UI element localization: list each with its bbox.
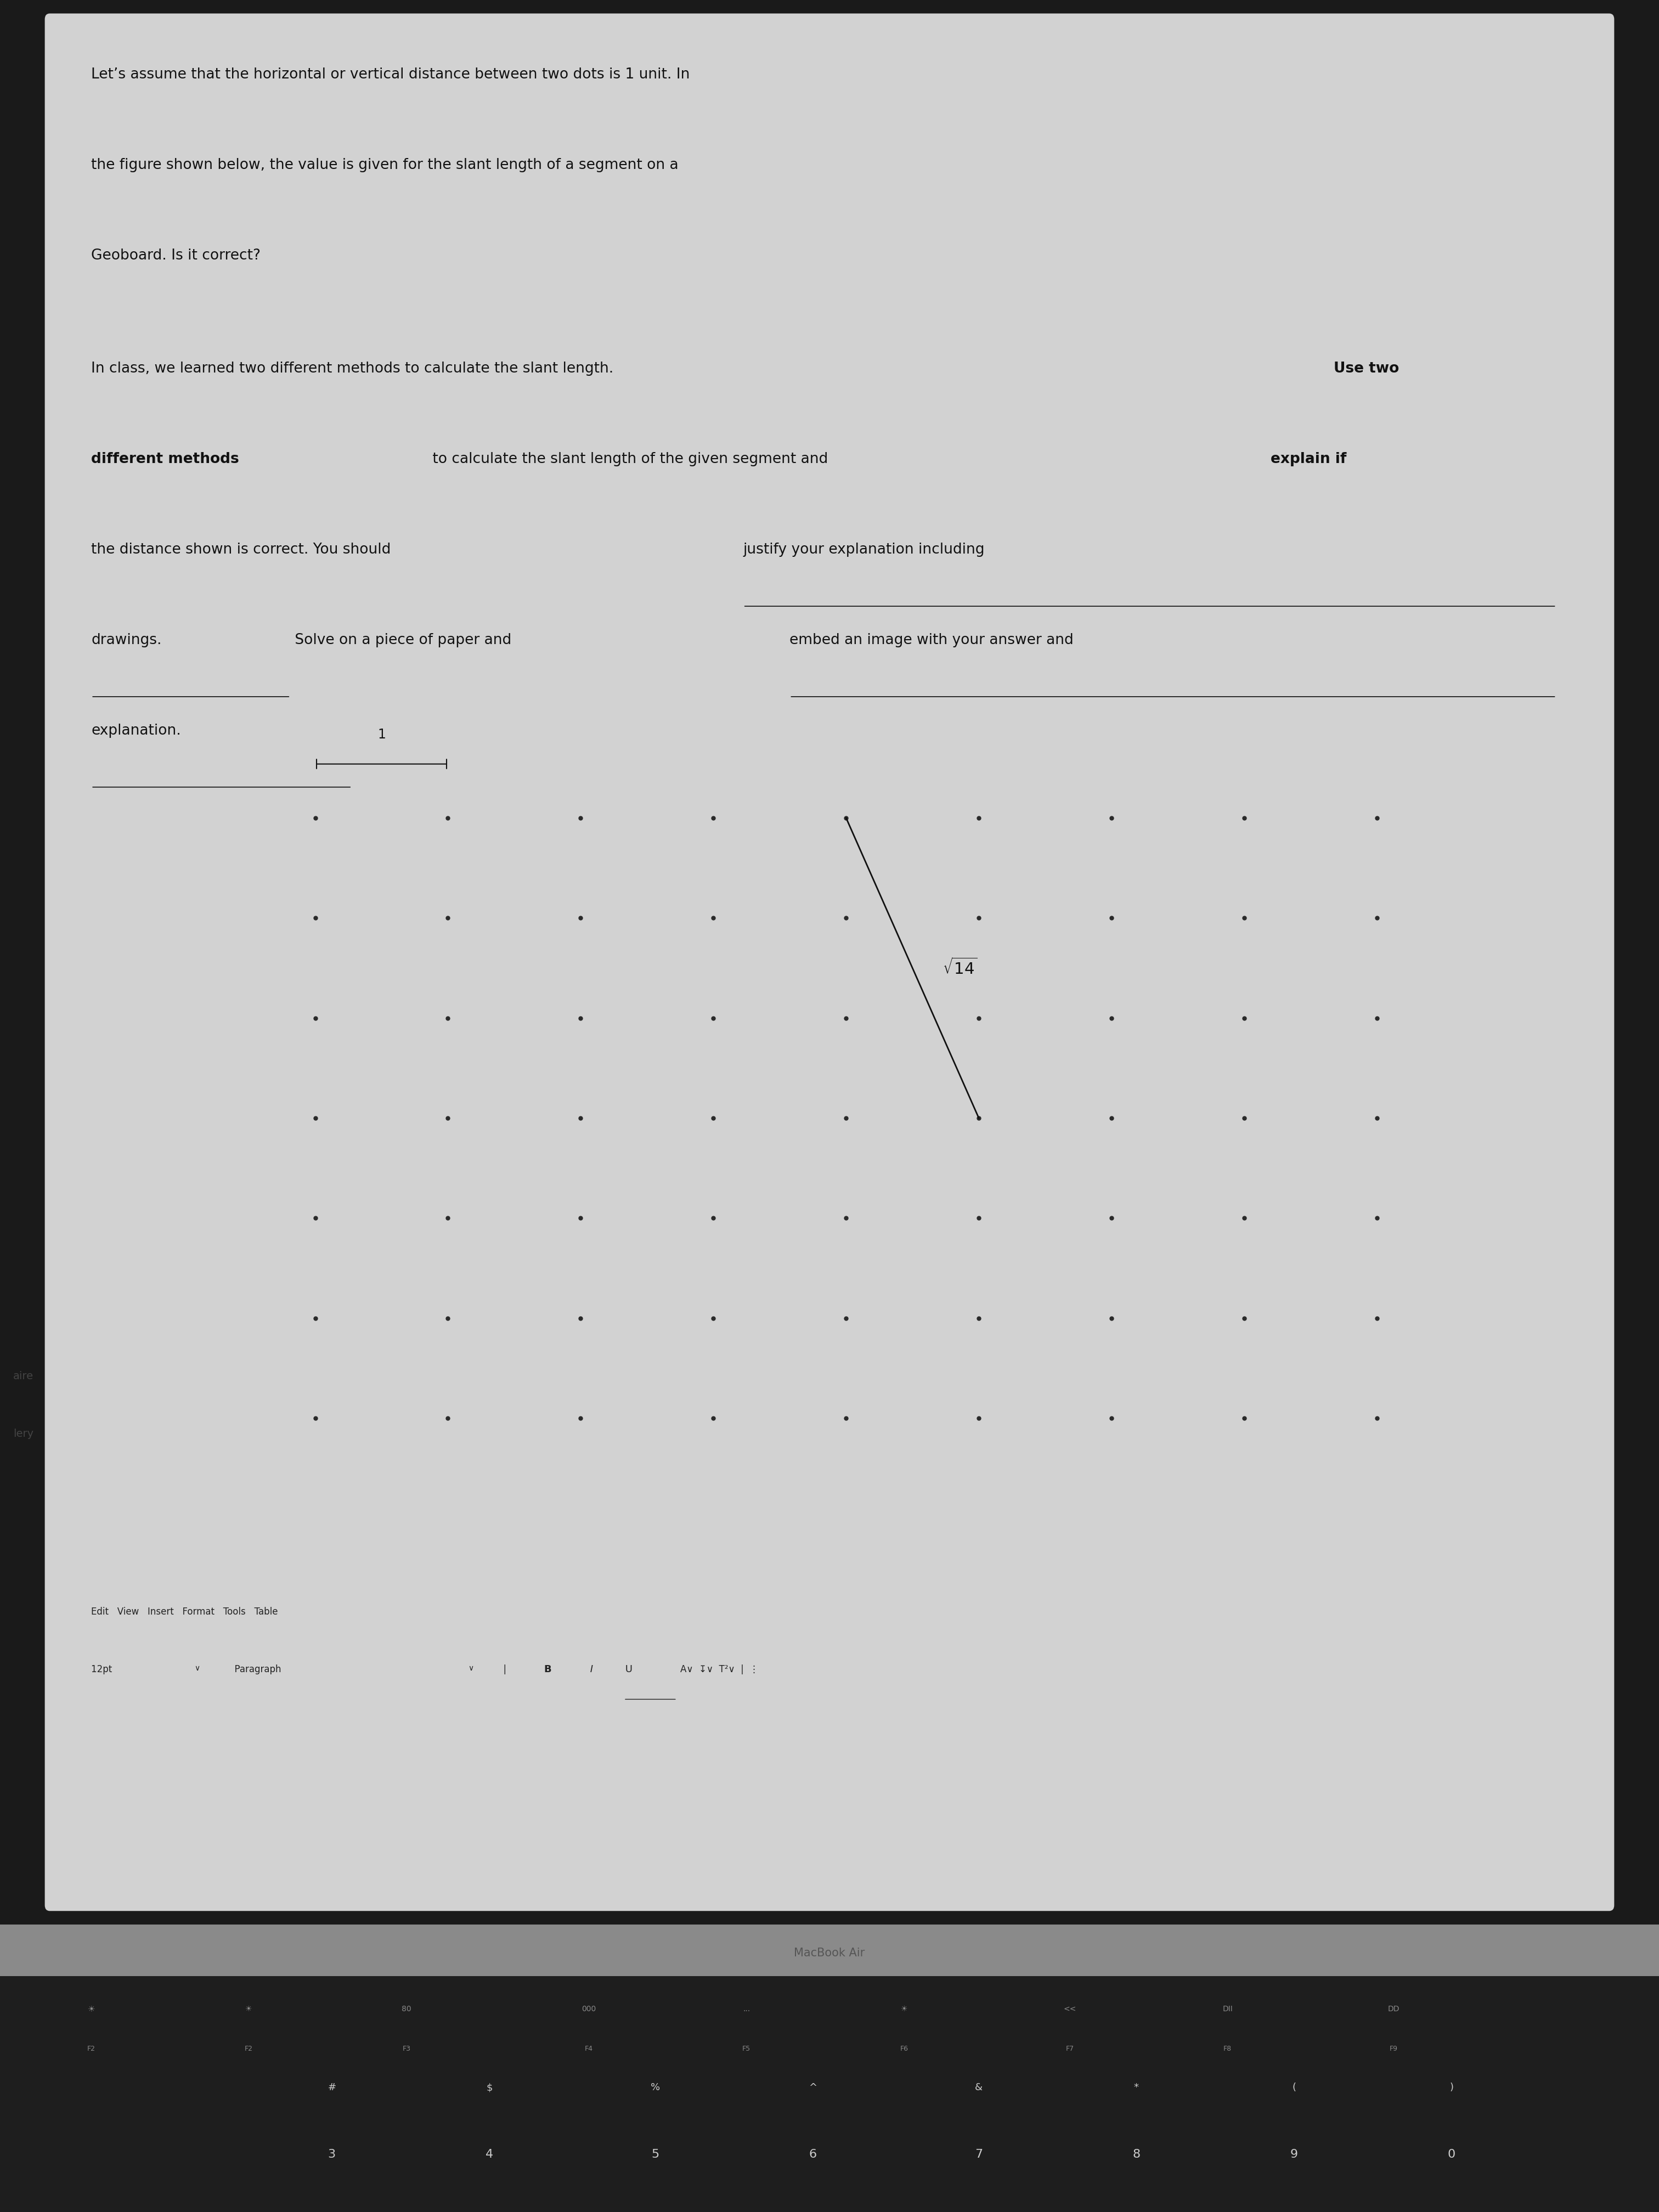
Text: <<: << — [1063, 2004, 1077, 2013]
Text: $\sqrt{14}$: $\sqrt{14}$ — [942, 958, 977, 978]
Text: F2: F2 — [246, 2046, 252, 2053]
Text: different methods: different methods — [91, 451, 239, 467]
Text: the distance shown is correct. You should: the distance shown is correct. You shoul… — [91, 542, 395, 557]
Text: MacBook Air: MacBook Air — [795, 1949, 864, 1958]
Text: 4: 4 — [486, 2148, 493, 2159]
Text: Use two: Use two — [1334, 363, 1399, 376]
Text: Paragraph: Paragraph — [229, 1666, 284, 1674]
Text: F4: F4 — [586, 2046, 592, 2053]
Text: F6: F6 — [901, 2046, 907, 2053]
Text: I: I — [587, 1666, 594, 1674]
Text: In class, we learned two different methods to calculate the slant length.: In class, we learned two different metho… — [91, 363, 619, 376]
Text: &: & — [975, 2084, 982, 2093]
Text: F3: F3 — [403, 2046, 410, 2053]
Text: Edit   View   Insert   Format   Tools   Table: Edit View Insert Format Tools Table — [91, 1606, 279, 1617]
Text: $: $ — [486, 2084, 493, 2093]
Text: 5: 5 — [652, 2148, 659, 2159]
Text: explain if: explain if — [1271, 451, 1347, 467]
Text: ...: ... — [743, 2004, 750, 2013]
Text: 7: 7 — [975, 2148, 982, 2159]
Text: F9: F9 — [1390, 2046, 1397, 2053]
Bar — [0, 1924, 1659, 1975]
Text: 3: 3 — [328, 2148, 335, 2159]
Text: F7: F7 — [1065, 2046, 1075, 2053]
Text: DD: DD — [1387, 2004, 1400, 2013]
Text: A∨  ↧∨  T²∨  |  ⋮: A∨ ↧∨ T²∨ | ⋮ — [680, 1666, 758, 1674]
Text: ^: ^ — [808, 2084, 818, 2093]
Text: Solve on a piece of paper and: Solve on a piece of paper and — [290, 633, 516, 648]
Text: justify your explanation including: justify your explanation including — [743, 542, 985, 557]
Text: drawings.: drawings. — [91, 633, 161, 648]
Text: 6: 6 — [810, 2148, 816, 2159]
Text: B: B — [544, 1666, 552, 1674]
Text: 80: 80 — [401, 2004, 411, 2013]
Text: 1: 1 — [378, 728, 385, 741]
Text: ☀: ☀ — [901, 2004, 907, 2013]
Text: embed an image with your answer and: embed an image with your answer and — [790, 633, 1073, 648]
Text: U: U — [622, 1666, 632, 1674]
Text: Geoboard. Is it correct?: Geoboard. Is it correct? — [91, 248, 260, 263]
Text: 12pt: 12pt — [91, 1666, 114, 1674]
Text: ∨: ∨ — [468, 1666, 473, 1672]
Text: F2: F2 — [88, 2046, 95, 2053]
Text: *: * — [1135, 2084, 1138, 2093]
Text: F8: F8 — [1223, 2046, 1233, 2053]
Text: (: ( — [1292, 2084, 1296, 2093]
Text: 000: 000 — [582, 2004, 596, 2013]
Text: ☀: ☀ — [88, 2004, 95, 2013]
Text: %: % — [650, 2084, 660, 2093]
Text: DII: DII — [1223, 2004, 1233, 2013]
Text: ): ) — [1450, 2084, 1453, 2093]
Text: Let’s assume that the horizontal or vertical distance between two dots is 1 unit: Let’s assume that the horizontal or vert… — [91, 66, 690, 82]
Text: to calculate the slant length of the given segment and: to calculate the slant length of the giv… — [428, 451, 833, 467]
Text: ∨: ∨ — [194, 1666, 199, 1672]
Text: 8: 8 — [1133, 2148, 1140, 2159]
Text: F5: F5 — [742, 2046, 752, 2053]
Text: 0: 0 — [1448, 2148, 1455, 2159]
Text: 9: 9 — [1291, 2148, 1297, 2159]
Text: ☀: ☀ — [246, 2004, 252, 2013]
Bar — [0, 1975, 1659, 2212]
Text: lery: lery — [13, 1429, 33, 1440]
FancyBboxPatch shape — [45, 13, 1614, 1911]
Text: the figure shown below, the value is given for the slant length of a segment on : the figure shown below, the value is giv… — [91, 157, 679, 173]
Text: #: # — [327, 2084, 337, 2093]
Text: aire: aire — [13, 1371, 33, 1380]
Text: |: | — [498, 1666, 506, 1674]
Text: explanation.: explanation. — [91, 723, 181, 739]
